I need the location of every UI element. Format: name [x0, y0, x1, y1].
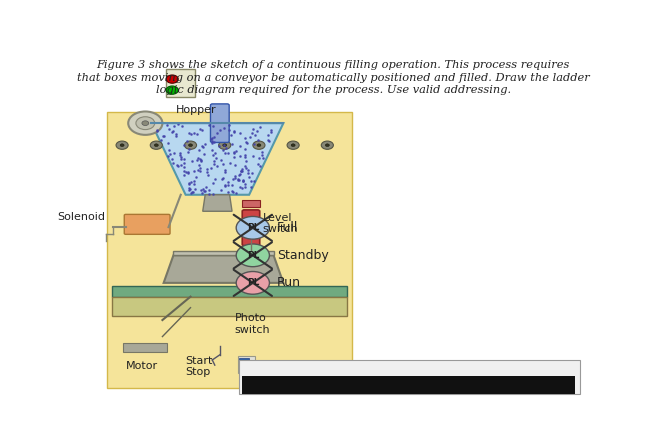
Circle shape	[257, 144, 261, 147]
Polygon shape	[203, 195, 232, 211]
Bar	[166, 69, 196, 97]
Polygon shape	[242, 376, 575, 394]
Text: Hopper: Hopper	[176, 105, 216, 115]
Circle shape	[325, 144, 330, 147]
Circle shape	[291, 144, 295, 147]
Polygon shape	[174, 251, 274, 255]
Circle shape	[142, 121, 149, 126]
Text: that boxes moving on a conveyor be automatically positioned and filled. Draw the: that boxes moving on a conveyor be autom…	[77, 72, 590, 83]
Circle shape	[166, 86, 178, 94]
Circle shape	[185, 141, 196, 149]
Text: Run: Run	[277, 276, 301, 289]
FancyBboxPatch shape	[242, 210, 260, 246]
Polygon shape	[238, 356, 255, 373]
Circle shape	[128, 111, 162, 135]
Circle shape	[223, 144, 227, 147]
FancyBboxPatch shape	[211, 104, 229, 143]
Text: PL: PL	[246, 278, 259, 287]
Circle shape	[218, 141, 231, 149]
Circle shape	[154, 144, 159, 147]
Text: logic diagram required for the process. Use valid addressing.: logic diagram required for the process. …	[155, 85, 511, 95]
Circle shape	[188, 144, 192, 147]
FancyBboxPatch shape	[124, 215, 170, 234]
Circle shape	[116, 141, 128, 149]
Text: Solenoid: Solenoid	[57, 212, 105, 222]
Circle shape	[236, 271, 270, 294]
Text: Figure 3 shows the sketch of a continuous filling operation. This process requir: Figure 3 shows the sketch of a continuou…	[96, 60, 570, 70]
Text: PL: PL	[246, 224, 259, 232]
Text: Full: Full	[277, 221, 298, 234]
Circle shape	[236, 244, 270, 267]
Text: PL: PL	[246, 251, 259, 260]
Circle shape	[166, 75, 178, 83]
Circle shape	[236, 216, 270, 239]
Circle shape	[120, 144, 124, 147]
Circle shape	[321, 141, 333, 149]
Text: Level
switch: Level switch	[263, 213, 298, 234]
Polygon shape	[239, 360, 580, 394]
Circle shape	[136, 117, 155, 130]
Polygon shape	[239, 358, 249, 370]
Polygon shape	[112, 286, 347, 297]
Text: Motor: Motor	[125, 361, 158, 371]
Text: Standby: Standby	[277, 249, 329, 262]
Polygon shape	[151, 123, 283, 195]
Circle shape	[287, 141, 299, 149]
Circle shape	[253, 141, 265, 149]
Text: Photo
switch: Photo switch	[235, 313, 270, 335]
Circle shape	[150, 141, 162, 149]
Text: Stop: Stop	[185, 367, 210, 377]
Text: Start: Start	[185, 356, 212, 367]
Polygon shape	[112, 297, 347, 316]
Polygon shape	[164, 255, 283, 283]
Polygon shape	[124, 343, 167, 352]
Polygon shape	[242, 200, 260, 207]
Bar	[107, 112, 352, 388]
